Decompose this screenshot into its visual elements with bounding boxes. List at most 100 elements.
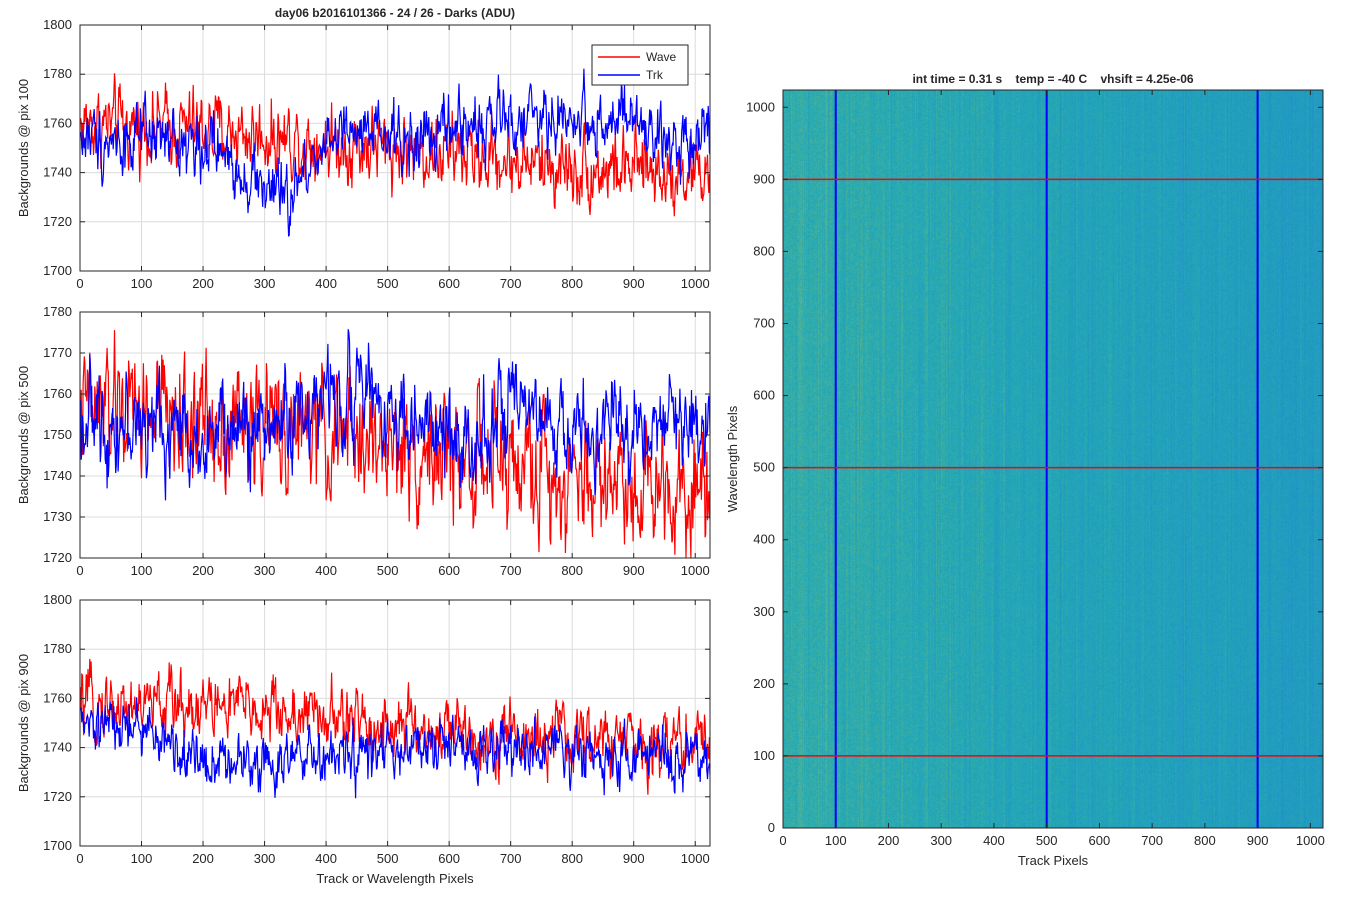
x-tick-label: 600 (438, 563, 460, 578)
x-tick-label: 200 (192, 563, 214, 578)
x-tick-label: 800 (561, 851, 583, 866)
x-tick-label: 100 (131, 563, 153, 578)
x-tick-label: 100 (825, 833, 847, 848)
x-tick-label: 400 (315, 851, 337, 866)
y-tick-label: 1740 (43, 165, 72, 180)
y-tick-label: 1760 (43, 115, 72, 130)
y-tick-label: 1740 (43, 740, 72, 755)
y-tick-label: 1760 (43, 690, 72, 705)
heatmap-overlay-lines (783, 90, 1323, 828)
x-tick-label: 1000 (681, 563, 710, 578)
plot-lines (80, 329, 711, 559)
series-line-wave (80, 658, 711, 795)
x-tick-label: 900 (623, 276, 645, 291)
x-tick-label: 700 (1141, 833, 1163, 848)
x-tick-label: 0 (779, 833, 786, 848)
y-tick-label: 1740 (43, 468, 72, 483)
y-tick-label: 1720 (43, 214, 72, 229)
ticks: 0 100 200 300 400 500 600 700 800 900 1000 1700 1720… (43, 592, 710, 866)
series-line-trk (80, 697, 711, 799)
x-tick-label: 300 (930, 833, 952, 848)
x-tick-label: 300 (254, 276, 276, 291)
x-tick-label: 800 (1194, 833, 1216, 848)
legend-box (591, 44, 689, 86)
y-tick-label: 1700 (43, 838, 72, 853)
legend-wave-label: Wave (646, 50, 677, 64)
x-tick-label: 700 (500, 851, 522, 866)
axes-frame (79, 24, 711, 272)
y-tick-label: 700 (753, 316, 775, 331)
y-tick-label: 1750 (43, 427, 72, 442)
x-tick-label: 600 (438, 851, 460, 866)
left-figure-title: day06 b2016101366 - 24 / 26 - Darks (ADU… (275, 6, 515, 20)
x-tick-label: 900 (623, 563, 645, 578)
line-panel-pix-900: 0 100 200 300 400 500 600 700 800 900 1000 1700 1720… (16, 592, 711, 886)
x-tick-label: 500 (377, 851, 399, 866)
y-tick-label: 200 (753, 676, 775, 691)
y-axis-label: Wavelength Pixels (725, 405, 740, 512)
y-tick-label: 400 (753, 532, 775, 547)
ticks: 0 100 200 300 400 500 600 700 800 900 1000 1720 1730… (43, 304, 710, 578)
x-tick-label: 200 (192, 276, 214, 291)
x-tick-label: 200 (878, 833, 900, 848)
x-tick-label: 1000 (681, 276, 710, 291)
series-line-trk (80, 329, 711, 501)
x-tick-label: 300 (254, 563, 276, 578)
y-axis-label: Backgrounds @ pix 100 (16, 79, 31, 217)
x-axis-label: Track Pixels (1018, 853, 1089, 868)
x-tick-label: 0 (76, 851, 83, 866)
x-tick-label: 100 (131, 276, 153, 291)
y-tick-label: 1720 (43, 789, 72, 804)
axes-frame (79, 599, 711, 847)
x-tick-label: 800 (561, 563, 583, 578)
x-tick-label: 400 (315, 563, 337, 578)
series-line-wave (80, 330, 711, 559)
right-figure-title: int time = 0.31 s temp = -40 C vhsift = … (912, 72, 1193, 86)
x-tick-label: 500 (377, 563, 399, 578)
x-tick-label: 600 (438, 276, 460, 291)
y-tick-label: 900 (753, 171, 775, 186)
y-tick-label: 100 (753, 748, 775, 763)
x-tick-label: 500 (1036, 833, 1058, 848)
y-tick-label: 1770 (43, 345, 72, 360)
y-tick-label: 800 (753, 243, 775, 258)
series-line-wave (80, 73, 711, 217)
axes-frame (782, 89, 1324, 829)
y-tick-label: 1730 (43, 509, 72, 524)
x-tick-label: 900 (623, 851, 645, 866)
y-axis-label: Backgrounds @ pix 500 (16, 366, 31, 504)
x-tick-label: 400 (315, 276, 337, 291)
heatmap-image (783, 90, 1323, 828)
x-tick-label: 0 (76, 276, 83, 291)
x-tick-label: 400 (983, 833, 1005, 848)
x-tick-label: 600 (1089, 833, 1111, 848)
plot-lines (80, 658, 711, 799)
x-tick-label: 300 (254, 851, 276, 866)
heatmap-panel: int time = 0.31 s temp = -40 C vhsift = … (725, 72, 1325, 868)
y-tick-label: 600 (753, 388, 775, 403)
y-tick-label: 1780 (43, 66, 72, 81)
x-tick-label: 500 (377, 276, 399, 291)
series-line-trk (80, 68, 711, 237)
y-tick-label: 1760 (43, 386, 72, 401)
x-tick-label: 700 (500, 563, 522, 578)
y-tick-label: 1780 (43, 304, 72, 319)
x-tick-label: 900 (1247, 833, 1269, 848)
legend: Wave Trk (591, 44, 689, 86)
y-tick-label: 1720 (43, 550, 72, 565)
y-tick-label: 1700 (43, 263, 72, 278)
grid (79, 599, 710, 847)
x-tick-label: 1000 (681, 851, 710, 866)
legend-trk-label: Trk (646, 68, 664, 82)
y-tick-label: 500 (753, 460, 775, 475)
y-tick-label: 1800 (43, 17, 72, 32)
ticks: 0 100 200 300 400 500 600 700 800 900 1000 1700 1720… (43, 17, 710, 291)
x-tick-label: 200 (192, 851, 214, 866)
y-tick-label: 300 (753, 604, 775, 619)
y-tick-label: 1000 (746, 99, 775, 114)
x-axis-label: Track or Wavelength Pixels (316, 871, 474, 886)
x-tick-label: 100 (131, 851, 153, 866)
x-tick-label: 800 (561, 276, 583, 291)
line-panel-pix-500: 0 100 200 300 400 500 600 700 800 900 1000 1720 1730… (16, 304, 711, 578)
